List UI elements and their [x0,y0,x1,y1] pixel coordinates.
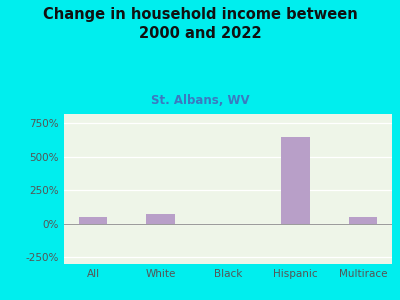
Bar [79,217,107,224]
Bar [146,214,175,224]
Text: St. Albans, WV: St. Albans, WV [151,94,249,107]
Bar [281,137,310,224]
Bar [349,218,377,224]
Text: Change in household income between
2000 and 2022: Change in household income between 2000 … [43,8,357,41]
